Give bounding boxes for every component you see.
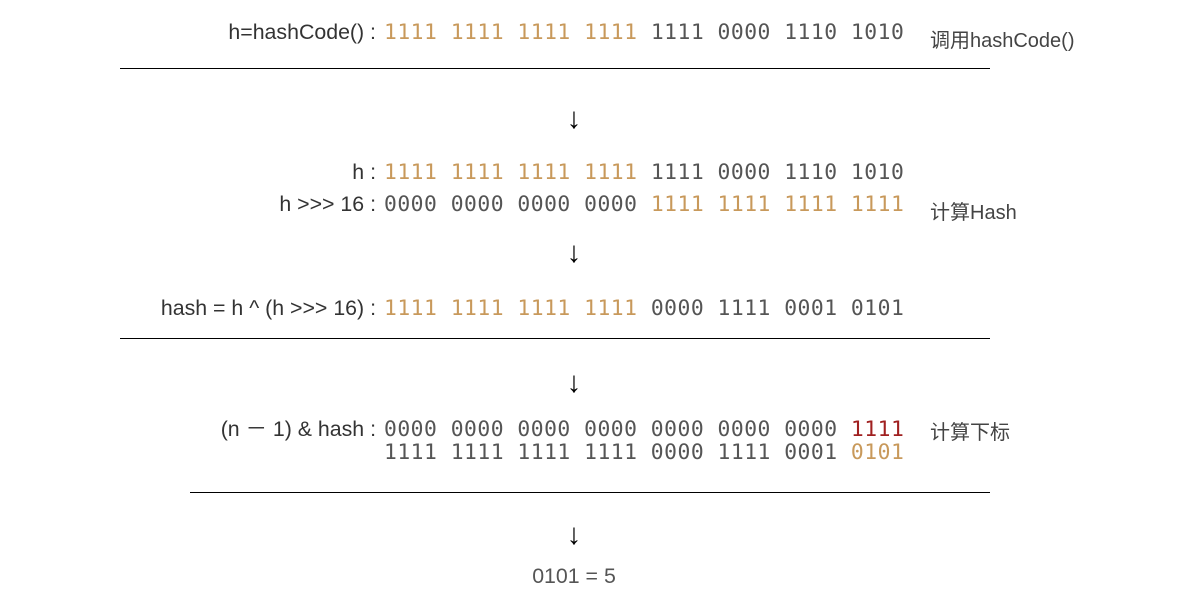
bits-xor: 1111 1111 1111 1111 0000 1111 0001 0101 xyxy=(384,296,904,321)
bits-h-low: 1111 0000 1110 1010 xyxy=(651,20,904,45)
row-h: h : 1111 1111 1111 1111 1111 0000 1110 1… xyxy=(0,160,904,185)
row-and-hash: 1111 1111 1111 1111 0000 1111 0001 0101 xyxy=(0,440,904,465)
side-note-index: 计算下标 xyxy=(930,416,1010,445)
bits-mask: 0000 0000 0000 0000 0000 0000 0000 1111 xyxy=(384,417,904,442)
rule-3 xyxy=(190,492,990,493)
label-h: h : xyxy=(0,160,376,185)
result-text: 0101 = 5 xyxy=(532,564,616,589)
bits-shr-high: 0000 0000 0000 0000 xyxy=(384,192,651,217)
arrow-down-2: ↓ xyxy=(554,238,594,267)
bits-h2-high: 1111 1111 1111 1111 xyxy=(384,160,651,185)
bits-h-high: 1111 1111 1111 1111 xyxy=(384,20,651,45)
rule-1 xyxy=(120,68,990,69)
bits-and-low: 0101 xyxy=(851,440,904,465)
label-xor: hash = h ^ (h >>> 16) : xyxy=(0,296,376,321)
bits-xor-low: 0000 1111 0001 0101 xyxy=(651,296,904,321)
side-note-hashcode: 调用hashCode() xyxy=(930,24,1075,53)
bits-h2-low: 1111 0000 1110 1010 xyxy=(651,160,904,185)
bits-h: 1111 1111 1111 1111 1111 0000 1110 1010 xyxy=(384,160,904,185)
side-note-compute-hash: 计算Hash xyxy=(930,196,1017,225)
row-result: 0101 = 5 xyxy=(0,564,1148,589)
bits-and-high: 1111 1111 1111 1111 0000 1111 0001 xyxy=(384,440,851,465)
row-and-mask: (n － 1) & hash : 0000 0000 0000 0000 000… xyxy=(0,412,904,443)
bits-mask-zeros: 0000 0000 0000 0000 0000 0000 0000 xyxy=(384,417,851,442)
arrow-down-3: ↓ xyxy=(554,368,594,397)
rule-2 xyxy=(120,338,990,339)
bits-h-shr16: 0000 0000 0000 0000 1111 1111 1111 1111 xyxy=(384,192,904,217)
bits-xor-high: 1111 1111 1111 1111 xyxy=(384,296,651,321)
bits-and-hash: 1111 1111 1111 1111 0000 1111 0001 0101 xyxy=(384,440,904,465)
bits-shr-low: 1111 1111 1111 1111 xyxy=(651,192,904,217)
label-and: (n － 1) & hash : xyxy=(0,412,376,443)
bits-mask-1111: 1111 xyxy=(851,417,904,442)
arrow-down-1: ↓ xyxy=(554,104,594,133)
bits-hashcode: 1111 1111 1111 1111 1111 0000 1110 1010 xyxy=(384,20,904,45)
arrow-down-4: ↓ xyxy=(554,520,594,549)
diagram-stage: h=hashCode() : 1111 1111 1111 1111 1111 … xyxy=(0,0,1201,608)
label-hashcode: h=hashCode() : xyxy=(0,20,376,45)
label-h-shr16: h >>> 16 : xyxy=(0,192,376,217)
row-h-shr16: h >>> 16 : 0000 0000 0000 0000 1111 1111… xyxy=(0,192,904,217)
row-xor: hash = h ^ (h >>> 16) : 1111 1111 1111 1… xyxy=(0,296,904,321)
row-hashcode: h=hashCode() : 1111 1111 1111 1111 1111 … xyxy=(0,20,904,45)
